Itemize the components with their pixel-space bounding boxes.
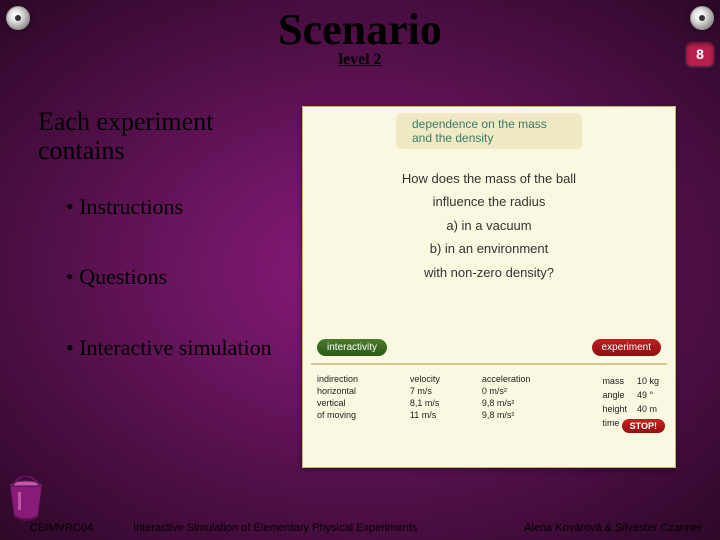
footer-code: CEIMVRC04 — [30, 522, 93, 534]
footer-title: Interactive Simulation of Elementary Phy… — [133, 522, 417, 534]
bullet-instructions: Instructions — [66, 195, 298, 219]
metrics-row: vertical 8,1 m/s 9,8 m/s² — [313, 397, 585, 409]
param-label: angle — [598, 389, 631, 401]
corner-ornament-top-right — [690, 6, 714, 30]
page-number-badge: 8 — [686, 42, 714, 66]
bullet-simulation: Interactive simulation — [66, 336, 298, 360]
param-label: height — [598, 403, 631, 415]
slide-title: Scenario — [0, 4, 720, 55]
footer: CEIMVRC04 Interactive Simulation of Elem… — [30, 522, 702, 534]
experiment-question: How does the mass of the ball influence … — [303, 167, 675, 284]
metrics-cell: horizontal — [313, 385, 406, 397]
slide-subtitle: level 2 — [0, 51, 720, 69]
metrics-cell: 9,8 m/s² — [478, 397, 585, 409]
question-line: influence the radius — [303, 190, 675, 213]
metrics-cell: 8,1 m/s — [406, 397, 478, 409]
param-row: height 40 m — [598, 403, 663, 415]
metrics-header-cell: acceleration — [478, 373, 585, 385]
metrics-cell: 7 m/s — [406, 385, 478, 397]
metrics-header-cell: velocity — [406, 373, 478, 385]
question-line: with non-zero density? — [303, 261, 675, 284]
metrics-cell: vertical — [313, 397, 406, 409]
bucket-icon — [4, 476, 48, 524]
question-line: a) in a vacuum — [303, 214, 675, 237]
param-value: 40 m — [633, 403, 663, 415]
question-line: How does the mass of the ball — [303, 167, 675, 190]
metrics-cell: of moving — [313, 409, 406, 421]
param-value: 49 ° — [633, 389, 663, 401]
interactivity-button[interactable]: interactivity — [317, 339, 387, 356]
experiment-button[interactable]: experiment — [592, 339, 661, 356]
metrics-row: horizontal 7 m/s 0 m/s² — [313, 385, 585, 397]
metrics-header-cell: indirection — [313, 373, 406, 385]
bullet-questions: Questions — [66, 265, 298, 289]
metrics-row: of moving 11 m/s 9,8 m/s² — [313, 409, 585, 421]
title-block: Scenario level 2 — [0, 0, 720, 69]
metrics-table: indirection velocity acceleration horizo… — [313, 373, 585, 421]
param-value: 10 kg — [633, 375, 663, 387]
metrics-header-row: indirection velocity acceleration — [313, 373, 585, 385]
panel-buttons: interactivity experiment — [303, 339, 675, 356]
param-row: mass 10 kg — [598, 375, 663, 387]
corner-ornament-top-left — [6, 6, 30, 30]
metrics-cell: 11 m/s — [406, 409, 478, 421]
panel-header-ribbon: dependence on the mass and the density — [396, 113, 582, 149]
metrics-cell: 9,8 m/s² — [478, 409, 585, 421]
metrics-cell: 0 m/s² — [478, 385, 585, 397]
left-column: Each experiment contains Instructions Qu… — [38, 108, 298, 406]
panel-separator — [311, 363, 667, 365]
stop-button[interactable]: STOP! — [622, 419, 665, 433]
question-line: b) in an environment — [303, 237, 675, 260]
param-row: angle 49 ° — [598, 389, 663, 401]
footer-authors: Alena Kovárová & Silvester Czanner — [524, 522, 702, 534]
experiment-panel: dependence on the mass and the density H… — [302, 106, 676, 468]
section-heading: Each experiment contains — [38, 108, 298, 165]
param-label: mass — [598, 375, 631, 387]
